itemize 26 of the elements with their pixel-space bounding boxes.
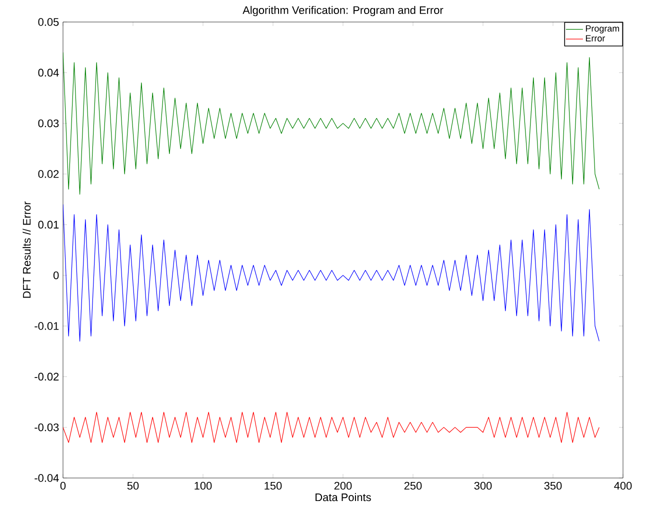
x-tick-label: 150 [264,482,282,490]
y-tick-label: 0.04 [38,68,59,77]
x-tick-label: 350 [544,482,562,490]
y-tick-label: 0 [53,271,59,280]
x-axis-title: Data Points [316,493,371,502]
y-tick-label: 0.02 [38,170,59,178]
x-tick-label: 250 [404,482,422,490]
y-axis-title: DFT Results // Error [22,201,31,298]
y-tick-label: -0.03 [34,423,59,432]
y-tick-label: 0.03 [38,119,59,128]
y-tick-label: 0.05 [38,18,59,26]
line-series [63,204,600,342]
y-tick-label: -0.02 [34,372,59,381]
y-tick-label: 0.01 [38,220,59,229]
y-tick-label: -0.04 [34,474,59,482]
x-tick-label: 100 [194,482,212,490]
x-tick-label: 50 [127,482,139,490]
x-tick-label: 300 [474,482,492,490]
x-tick-label: 200 [334,482,352,490]
x-tick-label: 400 [614,482,632,490]
legend-label: Error [586,35,606,42]
line-series [63,52,600,195]
chart-title: Algorithm Verification: Program and Error [242,6,444,16]
y-tick-label: -0.01 [34,322,59,330]
x-tick-label: 0 [60,482,66,490]
legend-label: Program [586,25,620,34]
